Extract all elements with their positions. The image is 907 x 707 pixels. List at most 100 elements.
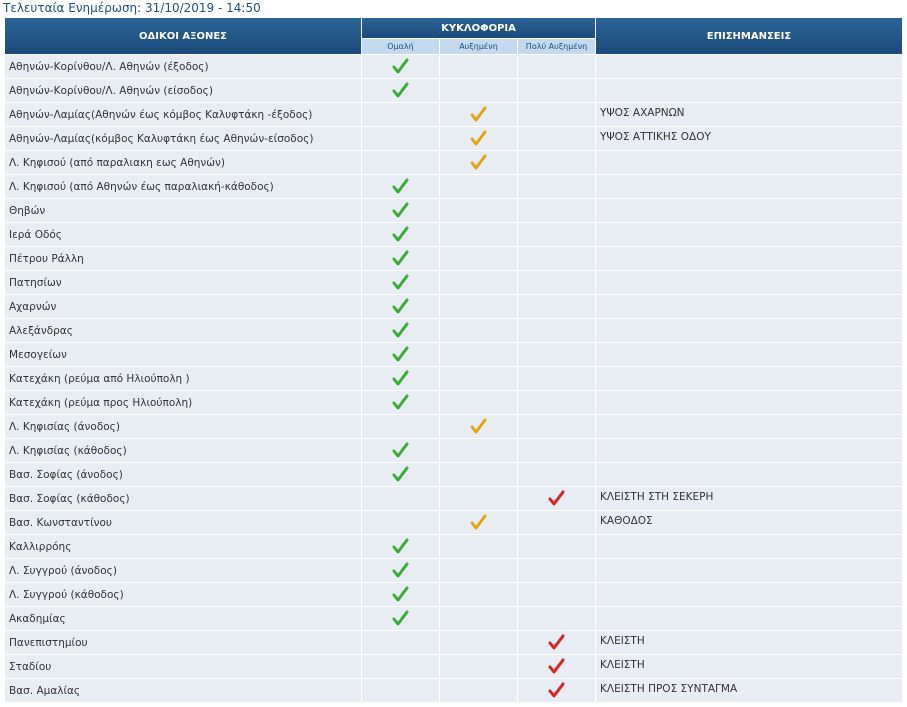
check-mark — [392, 586, 409, 602]
traffic-cell — [518, 55, 596, 79]
road-name: Αχαρνών — [5, 295, 362, 319]
check-mark — [392, 346, 409, 362]
note: ΚΛΕΙΣΤΗ — [596, 631, 903, 655]
check-mark — [392, 562, 409, 578]
check-stroke — [392, 442, 409, 458]
note — [596, 415, 903, 439]
road-name: Βασ. Αμαλίας — [5, 679, 362, 703]
traffic-cell — [440, 319, 518, 343]
check-mark — [392, 394, 409, 410]
road-name: Ιερά Οδός — [5, 223, 362, 247]
check-stroke — [548, 634, 565, 650]
check-mark — [392, 274, 409, 290]
traffic-cell — [440, 559, 518, 583]
note — [596, 367, 903, 391]
road-name: Βασ. Σοφίας (κάθοδος) — [5, 487, 362, 511]
check-mark — [392, 298, 409, 314]
note — [596, 319, 903, 343]
note — [596, 439, 903, 463]
note: ΚΛΕΙΣΤΗ ΠΡΟΣ ΣΥΝΤΑΓΜΑ — [596, 679, 903, 703]
check-stroke — [392, 586, 409, 602]
check-stroke — [470, 514, 487, 530]
road-header: ΟΔΙΚΟΙ ΑΞΟΝΕΣ — [5, 18, 362, 54]
check-mark — [548, 682, 565, 698]
check-stroke — [392, 466, 409, 482]
check-mark — [470, 514, 487, 530]
check-stroke — [392, 274, 409, 290]
check-mark — [470, 154, 487, 170]
traffic-cell — [440, 343, 518, 367]
check-mark — [392, 610, 409, 626]
traffic-cell — [518, 247, 596, 271]
note: ΚΑΘΟΔΟΣ — [596, 511, 903, 535]
road-name: Κατεχάκη (ρεύμα από Ηλιούπολη ) — [5, 367, 362, 391]
road-name: Αθηνών-Κορίνθου/Λ. Αθηνών (έξοδος) — [5, 55, 362, 79]
note — [596, 271, 903, 295]
note — [596, 535, 903, 559]
road-name: Καλλιρρόης — [5, 535, 362, 559]
check-stroke — [392, 58, 409, 74]
note — [596, 79, 903, 103]
check-stroke — [548, 658, 565, 674]
last-update: Τελευταία Ενημέρωση: 31/10/2019 - 14:50 — [3, 1, 261, 15]
road-name: Κατεχάκη (ρεύμα προς Ηλιούπολη) — [5, 391, 362, 415]
traffic-cell — [362, 151, 440, 175]
traffic-cell — [440, 655, 518, 679]
traffic-cell — [440, 487, 518, 511]
traffic-cell — [362, 631, 440, 655]
traffic-cell — [518, 223, 596, 247]
note — [596, 607, 903, 631]
check-stroke — [548, 490, 565, 506]
road-name: Ακαδημίας — [5, 607, 362, 631]
traffic-cell — [362, 103, 440, 127]
traffic-cell — [362, 487, 440, 511]
road-name: Λ. Συγγρού (άνοδος) — [5, 559, 362, 583]
check-stroke — [392, 82, 409, 98]
check-mark — [392, 370, 409, 386]
check-stroke — [470, 106, 487, 122]
road-name: Μεσογείων — [5, 343, 362, 367]
check-mark — [392, 466, 409, 482]
traffic-cell — [362, 655, 440, 679]
note — [596, 151, 903, 175]
note — [596, 583, 903, 607]
check-mark — [548, 658, 565, 674]
check-stroke — [392, 178, 409, 194]
check-stroke — [392, 250, 409, 266]
traffic-cell — [440, 55, 518, 79]
note — [596, 223, 903, 247]
traffic-cell — [440, 175, 518, 199]
check-mark — [392, 442, 409, 458]
traffic-cell — [518, 607, 596, 631]
road-name: Αθηνών-Κορίνθου/Λ. Αθηνών (είσοδος) — [5, 79, 362, 103]
road-name: Πανεπιστημίου — [5, 631, 362, 655]
traffic-cell — [518, 487, 596, 511]
traffic-cell — [518, 391, 596, 415]
traffic-cell — [518, 439, 596, 463]
notes-header: ΕΠΙΣΗΜΑΝΣΕΙΣ — [596, 18, 903, 54]
road-name: Αλεξάνδρας — [5, 319, 362, 343]
note — [596, 247, 903, 271]
check-mark — [470, 418, 487, 434]
traffic-cell — [362, 679, 440, 703]
note: ΚΛΕΙΣΤΗ ΣΤΗ ΣΕΚΕΡΗ — [596, 487, 903, 511]
level-header: Αυξημένη — [440, 38, 518, 54]
level-header: Πολύ Αυξημένη — [518, 38, 596, 54]
road-name: Βασ. Σοφίας (άνοδος) — [5, 463, 362, 487]
traffic-cell — [518, 535, 596, 559]
traffic-cell — [362, 511, 440, 535]
note: ΚΛΕΙΣΤΗ — [596, 655, 903, 679]
level-header: Ομαλή — [362, 38, 440, 54]
check-stroke — [392, 346, 409, 362]
traffic-cell — [440, 247, 518, 271]
traffic-cell — [440, 295, 518, 319]
check-mark — [548, 634, 565, 650]
traffic-cell — [440, 79, 518, 103]
road-name: Αθηνών-Λαμίας(Αθηνών έως κόμβος Καλυφτάκ… — [5, 103, 362, 127]
note — [596, 391, 903, 415]
traffic-cell — [518, 127, 596, 151]
traffic-cell — [518, 199, 596, 223]
traffic-cell — [518, 559, 596, 583]
road-name: Λ. Κηφισού (από παραλιακη εως Αθηνών) — [5, 151, 362, 175]
traffic-cell — [518, 511, 596, 535]
